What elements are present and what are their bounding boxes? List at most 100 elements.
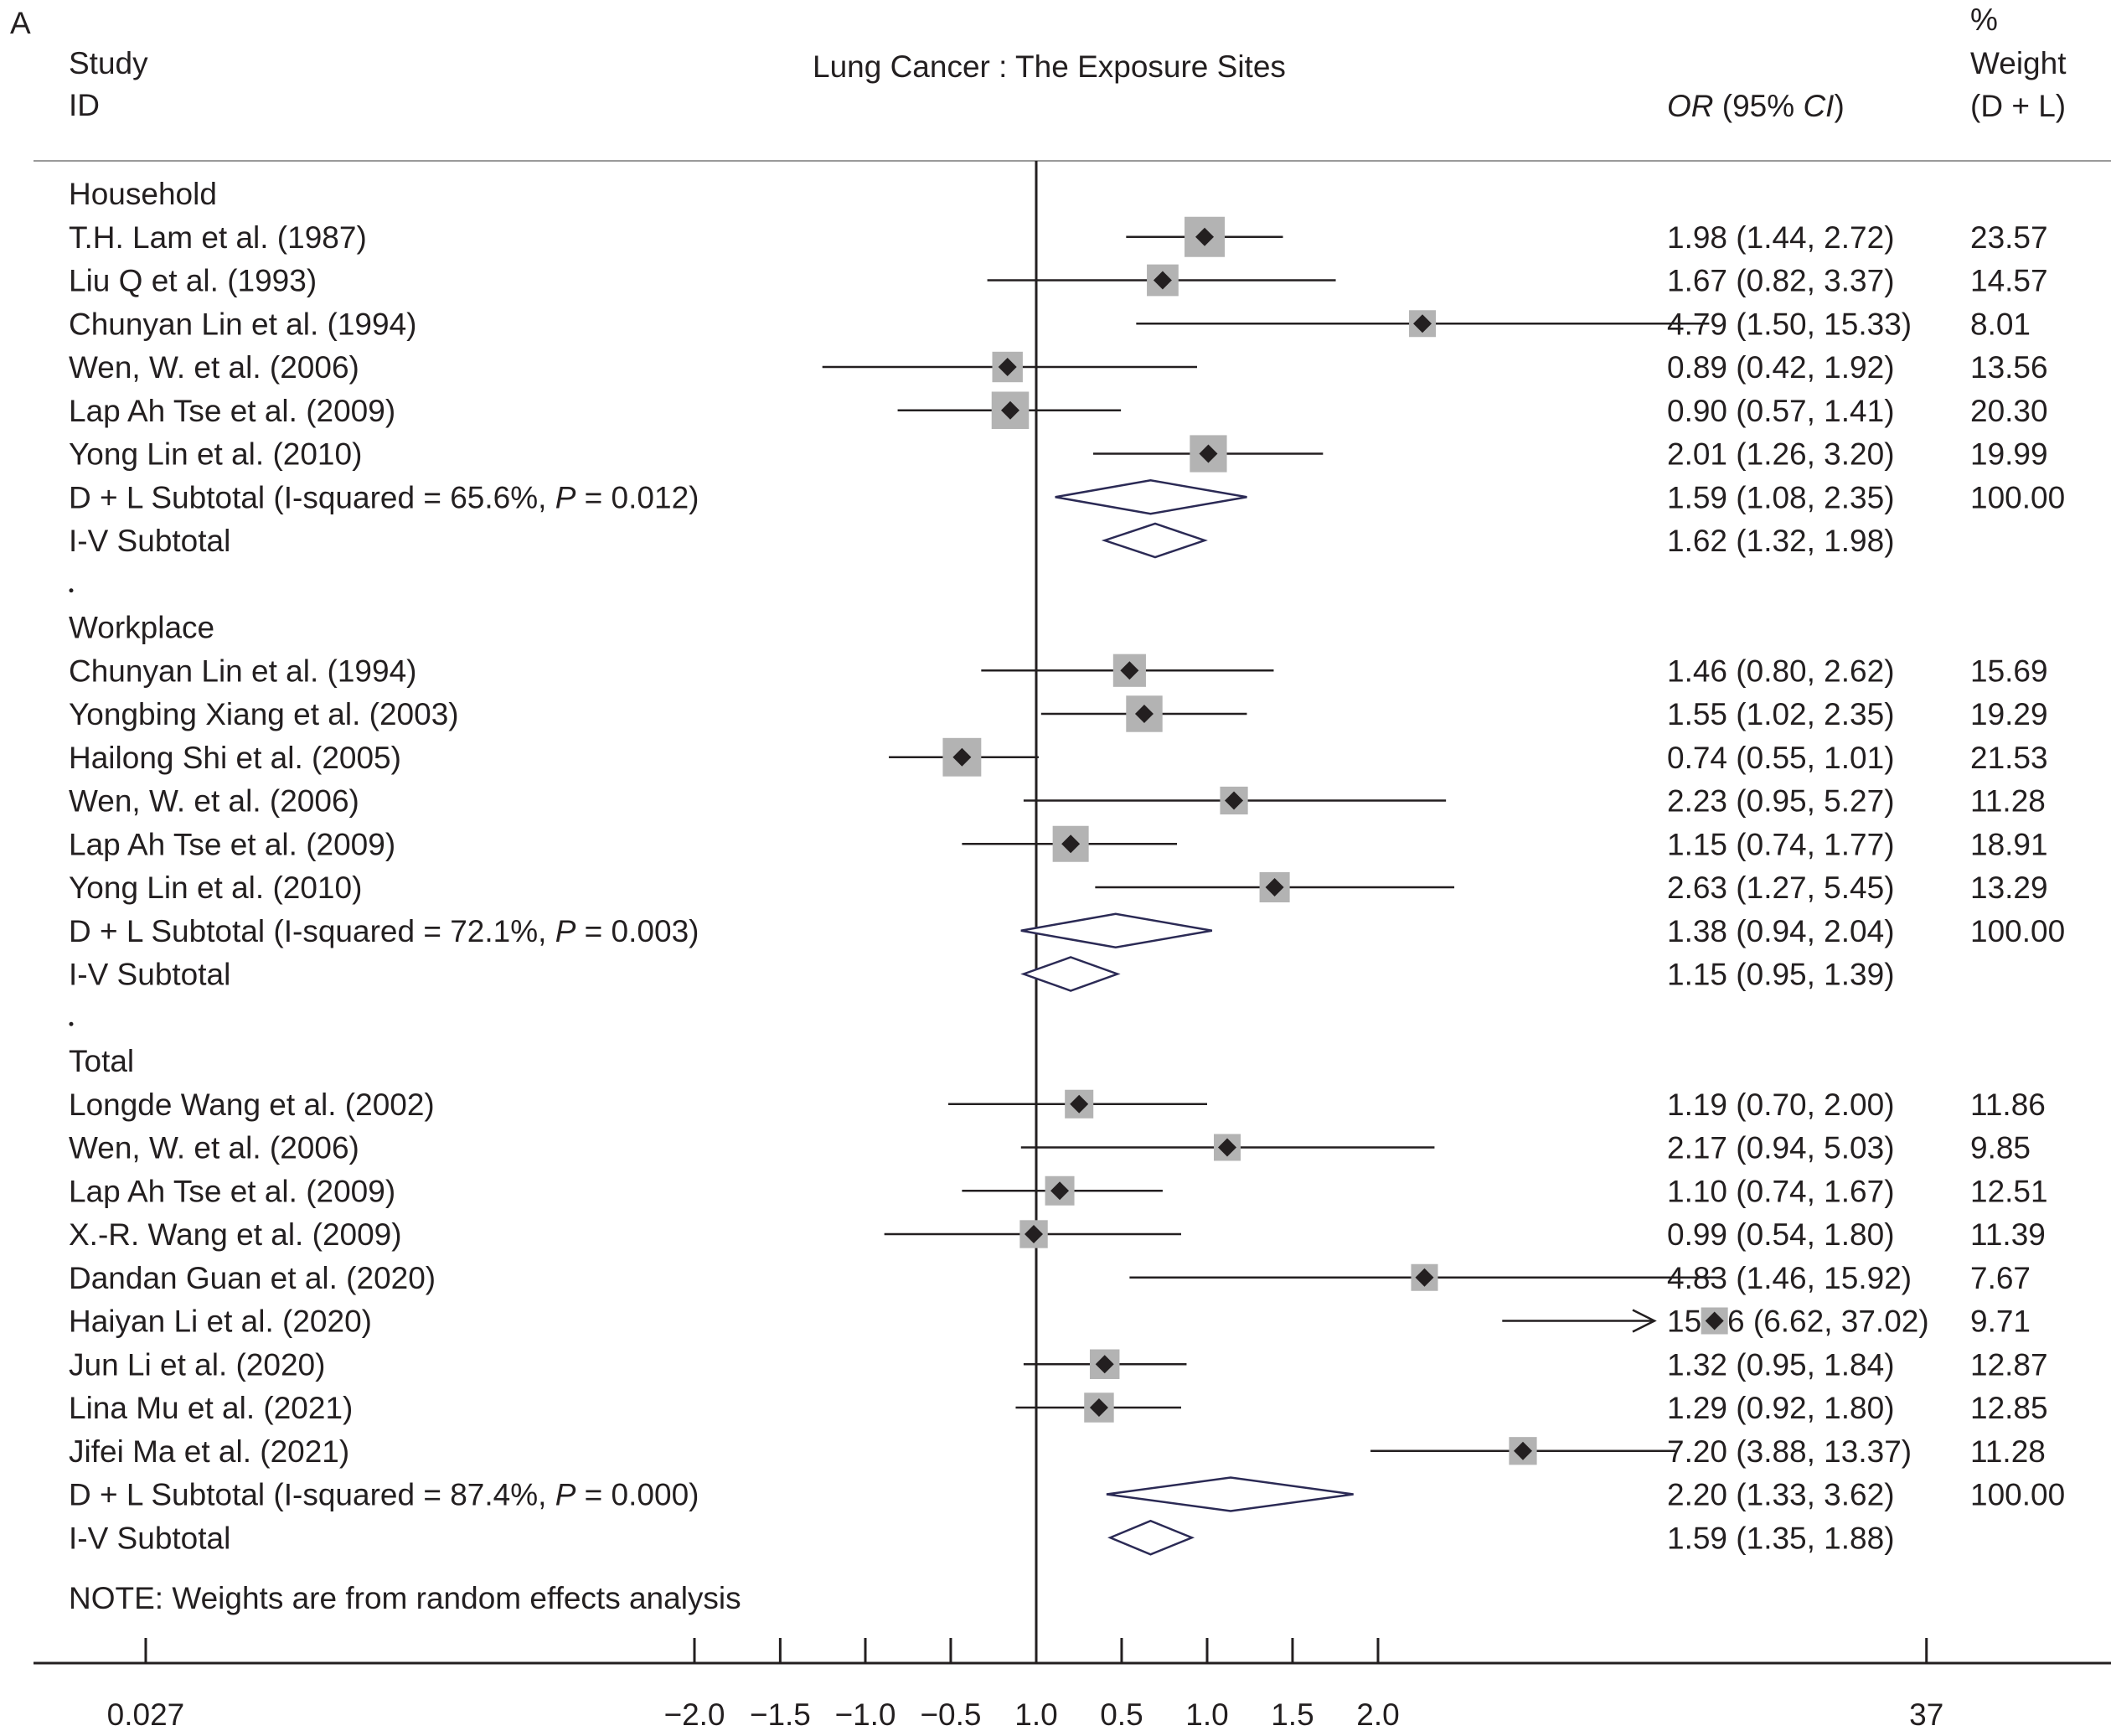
axis-tick-label: 0.5 xyxy=(1100,1697,1143,1732)
axis-tick-label: 1.0 xyxy=(1185,1697,1228,1732)
study-header: Study xyxy=(69,46,148,80)
or-ci-value: 7.20 (3.88, 13.37) xyxy=(1667,1434,1912,1469)
dl-subtotal-suffix: = 0.000) xyxy=(575,1478,699,1512)
weight-value: 11.86 xyxy=(1970,1088,2046,1122)
point-estimate xyxy=(952,747,972,767)
or-ci-value: 1.59 (1.08, 2.35) xyxy=(1667,480,1895,514)
dl-subtotal-diamond xyxy=(1106,1476,1354,1512)
weight-value: 15.69 xyxy=(1970,654,2048,688)
study-label: Lap Ah Tse et al. (2009) xyxy=(69,827,395,861)
or-ci-value: 0.90 (0.57, 1.41) xyxy=(1667,394,1895,428)
group-heading: Total xyxy=(69,1044,134,1078)
study-label: Yongbing Xiang et al. (2003) xyxy=(69,697,459,731)
separator-dot xyxy=(69,588,74,593)
axis-tick-label: −1.5 xyxy=(750,1697,811,1732)
or-ci-value: 1.15 (0.74, 1.77) xyxy=(1667,827,1895,861)
or-ci-value: 2.17 (0.94, 5.03) xyxy=(1667,1131,1895,1165)
dl-subtotal-prefix: D + L Subtotal (I-squared = 72.1%, xyxy=(69,914,555,948)
or-header-label: OR xyxy=(1667,89,1714,123)
weight-header-weight: Weight xyxy=(1970,46,2067,80)
study-label: Lap Ah Tse et al. (2009) xyxy=(69,394,395,428)
dl-subtotal-prefix: D + L Subtotal (I-squared = 65.6%, xyxy=(69,480,555,514)
iv-subtotal-label: I-V Subtotal xyxy=(69,524,230,558)
weight-value: 12.51 xyxy=(1970,1174,2048,1208)
group-heading: Workplace xyxy=(69,611,214,645)
weight-value: 14.57 xyxy=(1970,264,2048,298)
or-ci-value: 1.29 (0.92, 1.80) xyxy=(1667,1391,1895,1425)
or-ci-value: 2.01 (1.26, 3.20) xyxy=(1667,437,1895,472)
point-estimate xyxy=(1050,1181,1070,1201)
weight-value: 21.53 xyxy=(1970,741,2048,775)
study-label: Dandan Guan et al. (2020) xyxy=(69,1261,436,1295)
study-label: Wen, W. et al. (2006) xyxy=(69,784,359,819)
study-label: Hailong Shi et al. (2005) xyxy=(69,741,401,775)
point-estimate xyxy=(1415,1268,1434,1287)
study-label: Wen, W. et al. (2006) xyxy=(69,1131,359,1165)
study-label: Chunyan Lin et al. (1994) xyxy=(69,654,417,688)
or-ci-value: 1.19 (0.70, 2.00) xyxy=(1667,1088,1895,1122)
weight-value: 11.28 xyxy=(1970,1434,2046,1469)
point-estimate xyxy=(1025,1225,1044,1243)
weight-value: 100.00 xyxy=(1970,914,2065,948)
point-estimate xyxy=(1413,314,1432,333)
weight-header-percent: % xyxy=(1970,3,1998,37)
note-text: NOTE: Weights are from random effects an… xyxy=(69,1581,741,1615)
ci-header-label: CI xyxy=(1803,89,1834,123)
study-label: Liu Q et al. (1993) xyxy=(69,264,317,298)
weight-value: 9.85 xyxy=(1970,1131,2031,1165)
point-estimate xyxy=(1070,1094,1089,1113)
ci-header-close: ) xyxy=(1834,89,1844,123)
iv-subtotal-diamond xyxy=(1020,956,1121,992)
study-label: Jun Li et al. (2020) xyxy=(69,1347,325,1382)
dl-subtotal-p: P xyxy=(555,914,576,948)
study-label: Yong Lin et al. (2010) xyxy=(69,437,362,472)
weight-value: 7.67 xyxy=(1970,1261,2031,1295)
point-estimate xyxy=(1000,400,1019,420)
point-estimate xyxy=(1265,878,1284,896)
or-ci-value: 1.55 (1.02, 2.35) xyxy=(1667,697,1895,731)
dl-subtotal-suffix: = 0.012) xyxy=(575,480,699,514)
study-label: Yong Lin et al. (2010) xyxy=(69,871,362,905)
dl-subtotal-diamond xyxy=(1055,478,1247,515)
axis-tick-label: −2.0 xyxy=(663,1697,725,1732)
axis-tick-label: −0.5 xyxy=(920,1697,981,1732)
iv-subtotal-diamond xyxy=(1107,1519,1195,1556)
weight-value: 13.56 xyxy=(1970,350,2048,385)
weight-header-method: (D + L) xyxy=(1970,89,2066,123)
dl-subtotal-label: D + L Subtotal (I-squared = 72.1%, P = 0… xyxy=(69,914,699,948)
ci-arrow xyxy=(1632,1309,1657,1333)
axis-tick-label: 0.027 xyxy=(107,1697,185,1732)
axis-tick-label: −1.0 xyxy=(834,1697,895,1732)
or-ci-value: 1.38 (0.94, 2.04) xyxy=(1667,914,1895,948)
study-label: Chunyan Lin et al. (1994) xyxy=(69,307,417,341)
or-ci-value: 1.67 (0.82, 3.37) xyxy=(1667,264,1895,298)
point-estimate xyxy=(1089,1398,1108,1417)
separator-dot xyxy=(69,1021,74,1026)
or-ci-value: 1.32 (0.95, 1.84) xyxy=(1667,1347,1895,1382)
weight-value: 100.00 xyxy=(1970,480,2065,514)
iv-subtotal-diamond xyxy=(1101,522,1208,559)
point-estimate xyxy=(1195,227,1215,246)
study-label: Jifei Ma et al. (2021) xyxy=(69,1434,349,1469)
study-label: Lina Mu et al. (2021) xyxy=(69,1391,353,1425)
study-label: Wen, W. et al. (2006) xyxy=(69,350,359,385)
or-ci-value: 0.99 (0.54, 1.80) xyxy=(1667,1217,1895,1252)
weight-value: 11.39 xyxy=(1970,1217,2046,1252)
point-estimate xyxy=(1134,705,1154,723)
axis-tick-label: 1.5 xyxy=(1271,1697,1314,1732)
weight-value: 8.01 xyxy=(1970,307,2031,341)
or-ci-value: 2.63 (1.27, 5.45) xyxy=(1667,871,1895,905)
dl-subtotal-prefix: D + L Subtotal (I-squared = 87.4%, xyxy=(69,1478,555,1512)
or-ci-value: 1.10 (0.74, 1.67) xyxy=(1667,1174,1895,1208)
weight-value: 100.00 xyxy=(1970,1478,2065,1512)
study-label: Lap Ah Tse et al. (2009) xyxy=(69,1174,395,1208)
id-header: ID xyxy=(69,88,100,122)
dl-subtotal-diamond xyxy=(1020,912,1213,949)
or-ci-value: 2.20 (1.33, 3.62) xyxy=(1667,1478,1895,1512)
chart-title: Lung Cancer : The Exposure Sites xyxy=(813,49,1286,84)
panel-label: A xyxy=(10,6,31,40)
dl-subtotal-label: D + L Subtotal (I-squared = 87.4%, P = 0… xyxy=(69,1478,699,1512)
iv-subtotal-label: I-V Subtotal xyxy=(69,958,230,992)
or-ci-value: 1.98 (1.44, 2.72) xyxy=(1667,220,1895,255)
point-estimate xyxy=(1061,834,1081,854)
